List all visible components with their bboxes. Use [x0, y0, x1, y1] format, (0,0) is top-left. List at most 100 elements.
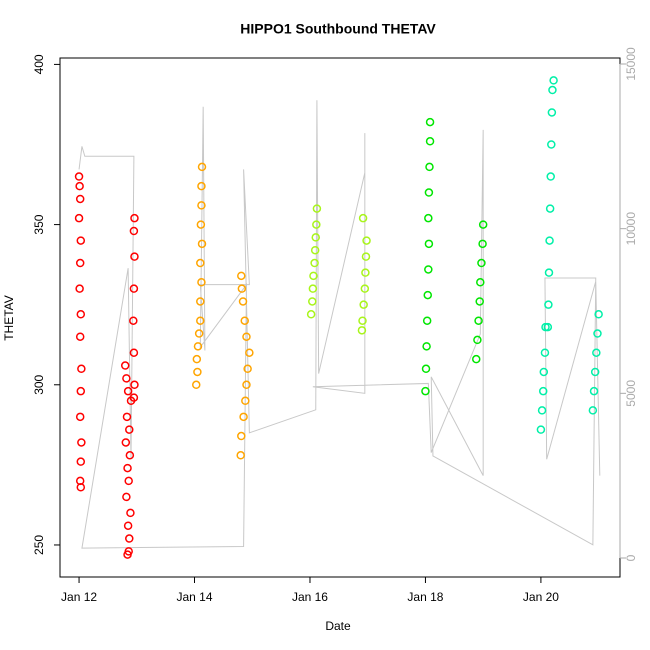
point — [536, 425, 546, 434]
point — [121, 438, 131, 447]
y2-tick-label: 10000 — [624, 212, 638, 246]
point — [242, 332, 251, 341]
point — [589, 386, 599, 396]
point — [75, 194, 85, 204]
point — [245, 348, 254, 357]
point — [193, 367, 202, 377]
point — [361, 268, 370, 277]
point — [74, 172, 84, 181]
point — [361, 252, 371, 261]
point — [129, 348, 139, 357]
point — [478, 220, 488, 229]
point — [543, 322, 553, 332]
point — [544, 268, 554, 277]
point — [422, 342, 431, 351]
point — [544, 300, 553, 309]
point — [312, 220, 321, 229]
point — [194, 329, 204, 338]
point — [77, 438, 86, 447]
point — [425, 137, 435, 146]
point — [423, 290, 433, 300]
point — [75, 412, 85, 422]
point — [125, 425, 134, 434]
point — [425, 162, 434, 172]
altitude-line — [78, 100, 601, 549]
point — [546, 172, 555, 181]
point — [123, 550, 132, 559]
point — [123, 521, 133, 530]
point — [306, 310, 316, 319]
point — [537, 406, 547, 415]
point — [424, 213, 433, 223]
point — [129, 226, 139, 236]
point — [478, 239, 487, 249]
point — [75, 284, 84, 293]
point — [236, 451, 245, 460]
point — [477, 258, 486, 268]
point — [424, 265, 433, 274]
point — [308, 297, 317, 306]
point — [196, 258, 205, 268]
y-tick-label: 350 — [32, 214, 46, 234]
point — [241, 396, 250, 406]
point — [310, 258, 319, 268]
point — [120, 361, 130, 370]
point — [312, 204, 322, 213]
point — [125, 451, 135, 460]
point — [238, 297, 248, 306]
point — [421, 364, 431, 374]
point — [240, 316, 249, 325]
point — [130, 380, 139, 390]
point — [77, 364, 86, 374]
point — [130, 213, 139, 223]
point — [310, 245, 320, 255]
point — [75, 332, 85, 341]
point — [197, 239, 207, 249]
point — [124, 476, 133, 486]
point — [196, 316, 205, 325]
point — [547, 108, 557, 117]
point — [545, 236, 554, 245]
point — [122, 492, 131, 502]
point — [239, 412, 248, 422]
point — [75, 181, 84, 191]
point — [357, 326, 367, 335]
point — [358, 213, 368, 223]
x-tick-label: Jan 18 — [407, 590, 443, 604]
point — [549, 76, 558, 85]
point — [122, 374, 131, 383]
point — [359, 300, 368, 309]
point — [237, 284, 247, 293]
point — [125, 534, 134, 543]
point — [243, 364, 252, 374]
point — [592, 348, 601, 357]
x-tick-label: Jan 20 — [523, 590, 559, 604]
point — [129, 393, 139, 402]
point — [421, 386, 430, 396]
y2-tick-label: 15000 — [624, 47, 638, 81]
x-tick-label: Jan 14 — [176, 590, 212, 604]
point — [76, 386, 86, 396]
point — [197, 181, 206, 191]
point — [424, 239, 434, 249]
point — [548, 85, 557, 95]
y-tick-label: 300 — [32, 374, 46, 394]
y2-tick-label: 5000 — [624, 380, 638, 407]
point — [547, 140, 556, 149]
point — [242, 380, 251, 390]
y-axis-label: THETAV — [2, 295, 16, 341]
point — [237, 431, 246, 441]
point — [471, 354, 481, 364]
point — [196, 220, 206, 229]
point — [123, 463, 132, 473]
point — [197, 201, 206, 210]
point — [476, 278, 485, 287]
point — [540, 348, 550, 357]
y-tick-label: 400 — [32, 54, 46, 74]
y2-tick-label: 0 — [624, 554, 638, 561]
point — [424, 188, 434, 197]
point — [126, 508, 135, 518]
point — [76, 483, 86, 492]
point — [308, 284, 318, 293]
point — [197, 278, 206, 287]
